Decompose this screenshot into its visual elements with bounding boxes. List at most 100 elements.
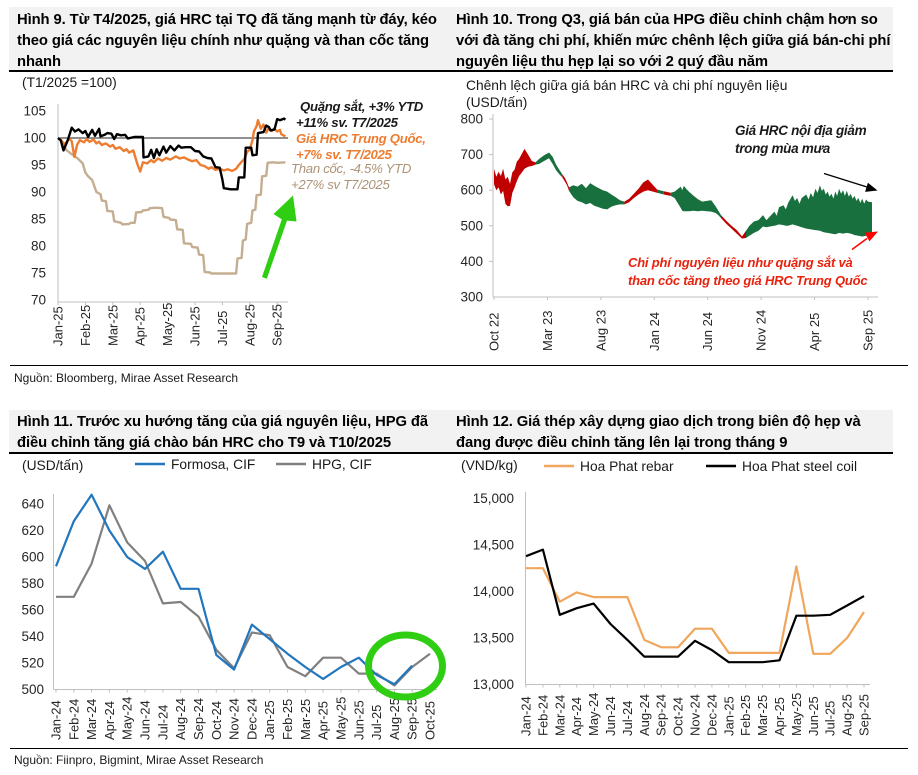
svg-text:Jul-25: Jul-25 <box>215 311 230 346</box>
svg-text:Jun-24: Jun-24 <box>603 696 618 736</box>
svg-text:85: 85 <box>31 212 46 227</box>
svg-text:Sep 25: Sep 25 <box>861 310 876 351</box>
svg-text:Than cốc, -4.5% YTD: Than cốc, -4.5% YTD <box>291 161 412 176</box>
svg-text:Quặng sắt, +3% YTD: Quặng sắt, +3% YTD <box>300 99 424 114</box>
svg-text:Sep-24: Sep-24 <box>654 694 669 736</box>
svg-text:14,500: 14,500 <box>473 538 514 553</box>
svg-text:HPG, CIF: HPG, CIF <box>312 457 372 472</box>
svg-text:May-24: May-24 <box>120 697 135 740</box>
svg-text:13,000: 13,000 <box>473 677 514 692</box>
svg-text:Feb-25: Feb-25 <box>78 305 93 346</box>
svg-text:May-24: May-24 <box>586 693 601 736</box>
svg-text:75: 75 <box>31 266 46 281</box>
svg-text:Feb-25: Feb-25 <box>280 699 295 740</box>
svg-text:Giá HRC Trung Quốc,: Giá HRC Trung Quốc, <box>296 131 426 146</box>
svg-text:Oct-24: Oct-24 <box>671 697 686 736</box>
svg-text:700: 700 <box>460 147 483 162</box>
svg-text:Formosa, CIF: Formosa, CIF <box>171 457 255 472</box>
svg-text:Jun-25: Jun-25 <box>351 700 366 740</box>
svg-text:Aug-25: Aug-25 <box>840 694 855 736</box>
svg-text:Hoa Phat rebar: Hoa Phat rebar <box>580 459 674 474</box>
svg-text:Mar-24: Mar-24 <box>552 695 567 736</box>
svg-text:Jan-25: Jan-25 <box>721 696 736 736</box>
svg-text:Aug-24: Aug-24 <box>637 694 652 736</box>
svg-text:Aug-25: Aug-25 <box>242 304 257 346</box>
svg-text:Nov 24: Nov 24 <box>754 310 769 351</box>
svg-text:Jun 24: Jun 24 <box>700 312 715 351</box>
svg-text:Giá HRC nội địa giảm: Giá HRC nội địa giảm <box>735 123 867 138</box>
svg-text:15,000: 15,000 <box>473 491 514 506</box>
svg-text:Jan-25: Jan-25 <box>262 700 277 740</box>
svg-text:Jan-24: Jan-24 <box>49 700 64 740</box>
svg-text:Apr-25: Apr-25 <box>133 307 148 346</box>
svg-text:90: 90 <box>31 185 46 200</box>
svg-text:Sep-25: Sep-25 <box>405 698 420 740</box>
svg-text:Jun-24: Jun-24 <box>138 700 153 740</box>
svg-text:Mar-25: Mar-25 <box>105 305 120 346</box>
svg-text:600: 600 <box>21 550 44 565</box>
svg-text:400: 400 <box>460 254 483 269</box>
svg-text:Feb-25: Feb-25 <box>738 695 753 736</box>
svg-text:520: 520 <box>21 656 44 671</box>
svg-text:Oct-24: Oct-24 <box>209 701 224 740</box>
svg-text:Feb-24: Feb-24 <box>66 699 81 740</box>
svg-text:trong mùa mưa: trong mùa mưa <box>735 141 831 156</box>
svg-text:than cốc tăng theo giá HRC Tru: than cốc tăng theo giá HRC Trung Quốc <box>628 273 868 288</box>
svg-text:620: 620 <box>21 523 44 538</box>
svg-text:105: 105 <box>23 104 46 119</box>
svg-text:Nov-24: Nov-24 <box>688 694 703 736</box>
svg-text:100: 100 <box>23 131 46 146</box>
svg-text:Feb-24: Feb-24 <box>535 695 550 736</box>
svg-text:13,500: 13,500 <box>473 631 514 646</box>
svg-text:70: 70 <box>31 293 46 308</box>
svg-text:+7% sv. T7/2025: +7% sv. T7/2025 <box>296 147 393 162</box>
svg-text:Jan-25: Jan-25 <box>51 306 66 346</box>
svg-text:Hoa Phat steel coil: Hoa Phat steel coil <box>742 459 857 474</box>
svg-text:+27% sv T7/2025: +27% sv T7/2025 <box>291 177 390 192</box>
svg-text:Apr-25: Apr-25 <box>772 697 787 736</box>
svg-text:Jun-25: Jun-25 <box>188 306 203 346</box>
svg-text:Jul-24: Jul-24 <box>155 705 170 740</box>
svg-text:Nov-24: Nov-24 <box>227 698 242 740</box>
svg-text:Apr 25: Apr 25 <box>807 313 822 351</box>
svg-text:14,000: 14,000 <box>473 584 514 599</box>
svg-text:Jan-24: Jan-24 <box>519 696 534 736</box>
svg-text:May-25: May-25 <box>789 693 804 736</box>
svg-text:Mar 23: Mar 23 <box>540 311 555 351</box>
svg-text:May-25: May-25 <box>334 697 349 740</box>
svg-text:800: 800 <box>460 112 483 127</box>
svg-text:Mar-24: Mar-24 <box>84 699 99 740</box>
svg-text:95: 95 <box>31 158 46 173</box>
svg-text:600: 600 <box>460 183 483 198</box>
svg-text:Jul-24: Jul-24 <box>620 701 635 736</box>
svg-text:+11% sv. T7/2025: +11% sv. T7/2025 <box>296 115 399 130</box>
svg-text:560: 560 <box>21 603 44 618</box>
svg-text:May-25: May-25 <box>160 303 175 346</box>
svg-text:Apr-24: Apr-24 <box>102 701 117 740</box>
svg-text:Apr-24: Apr-24 <box>569 697 584 736</box>
svg-text:Chi phí nguyên liệu như quặng: Chi phí nguyên liệu như quặng sắt và <box>628 255 853 270</box>
svg-text:Aug-25: Aug-25 <box>387 698 402 740</box>
svg-text:640: 640 <box>21 497 44 512</box>
svg-text:Sep-25: Sep-25 <box>270 304 285 346</box>
svg-text:Aug-24: Aug-24 <box>173 698 188 740</box>
svg-text:500: 500 <box>460 218 483 233</box>
svg-text:Oct 22: Oct 22 <box>487 313 502 351</box>
svg-text:Jan 24: Jan 24 <box>647 312 662 351</box>
svg-text:Mar-25: Mar-25 <box>298 699 313 740</box>
svg-text:Mar-25: Mar-25 <box>755 695 770 736</box>
svg-text:Jul-25: Jul-25 <box>823 701 838 736</box>
svg-text:Sep-24: Sep-24 <box>191 698 206 740</box>
svg-text:80: 80 <box>31 239 46 254</box>
svg-text:Aug 23: Aug 23 <box>593 310 608 351</box>
svg-text:Dec-24: Dec-24 <box>704 694 719 736</box>
svg-text:Oct-25: Oct-25 <box>423 701 438 740</box>
svg-text:Jul-25: Jul-25 <box>369 705 384 740</box>
svg-text:Apr-25: Apr-25 <box>316 701 331 740</box>
svg-text:Jun-25: Jun-25 <box>806 696 821 736</box>
svg-text:Sep-25: Sep-25 <box>857 694 872 736</box>
svg-text:540: 540 <box>21 629 44 644</box>
svg-text:580: 580 <box>21 576 44 591</box>
svg-text:Dec-24: Dec-24 <box>244 698 259 740</box>
svg-text:300: 300 <box>460 290 483 305</box>
